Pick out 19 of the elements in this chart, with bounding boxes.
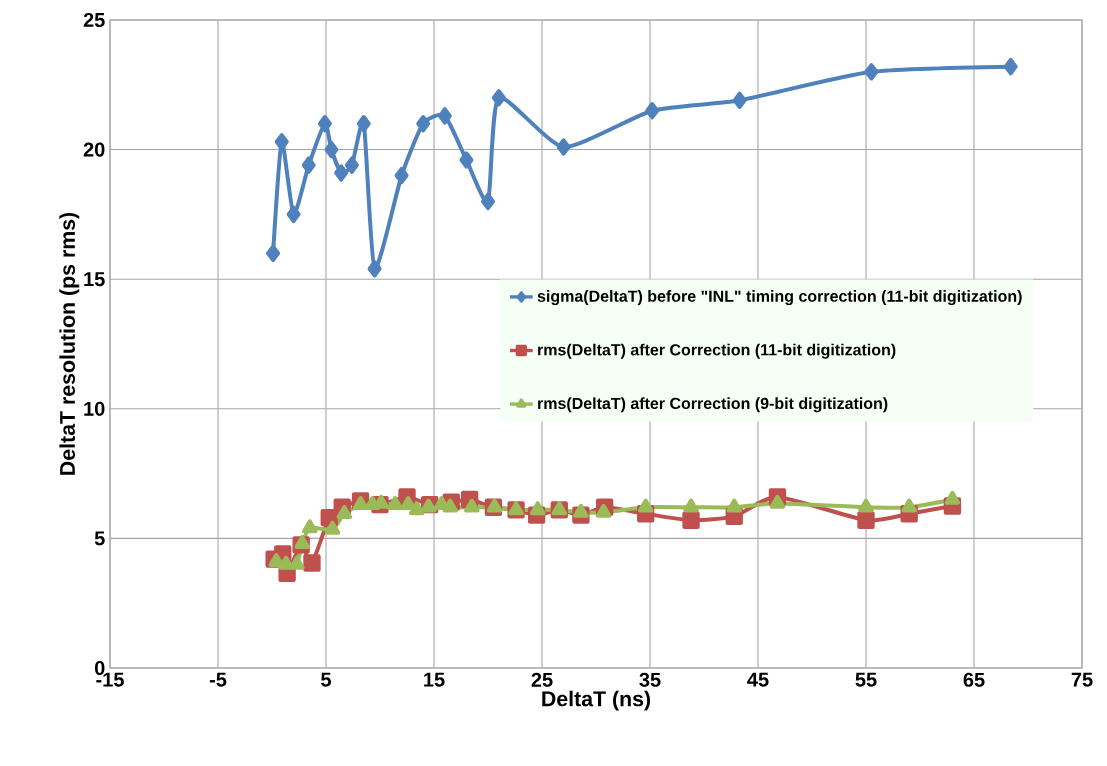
legend-label: sigma(DeltaT) before "INL" timing correction (11-bit digitization) — [537, 290, 1022, 306]
y-axis-title: DeltaT resolution (ps rms) — [59, 212, 80, 475]
x-tick-label: 35 — [639, 672, 661, 687]
x-tick-label: 25 — [531, 672, 553, 687]
x-tick-label: 75 — [1071, 672, 1093, 687]
y-tick-label: 15 — [84, 272, 105, 287]
legend-label: rms(DeltaT) after Correction (11-bit digitization) — [538, 343, 896, 359]
x-tick-label: 45 — [747, 672, 769, 687]
x-tick-label: 15 — [424, 672, 445, 687]
x-tick-label: 55 — [855, 672, 877, 687]
x-tick-label: 5 — [321, 672, 331, 687]
y-tick-label: 20 — [83, 142, 105, 157]
y-tick-label: 25 — [83, 12, 105, 28]
x-tick-label: 65 — [963, 672, 985, 687]
y-tick-label: 5 — [94, 531, 105, 546]
x-tick-label: -5 — [209, 672, 227, 687]
x-axis-title: DeltaT (ns) — [542, 690, 651, 711]
legend-label: rms(DeltaT) after Correction (9-bit digitization) — [538, 397, 888, 413]
y-tick-label: 10 — [84, 401, 105, 416]
